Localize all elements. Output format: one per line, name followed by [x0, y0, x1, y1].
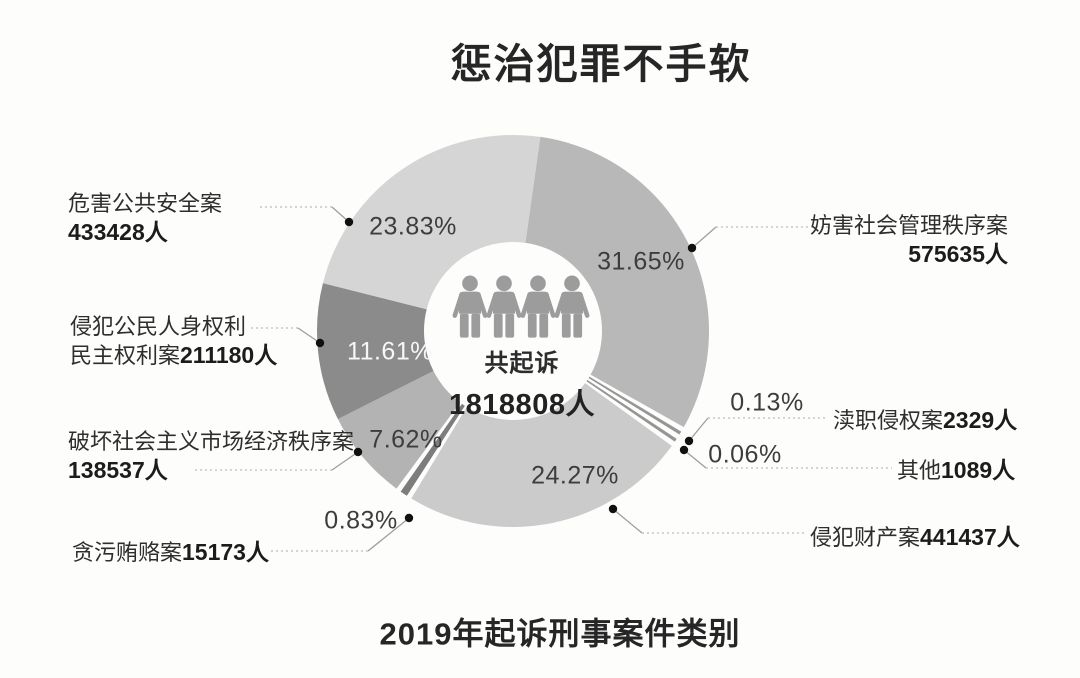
callout-value: 211180人 — [180, 342, 278, 368]
leader-line — [683, 449, 707, 469]
donut-slice-6 — [411, 383, 672, 527]
page-title: 惩治犯罪不手软 — [450, 41, 752, 87]
callout-value: 575635人 — [908, 241, 1008, 267]
callout-name: 侵犯财产案 — [810, 525, 921, 550]
donut-slice-0 — [525, 136, 709, 428]
callout-name: 危害公共安全案 — [68, 191, 223, 216]
leader-dot — [679, 445, 689, 455]
center-total: 1818808人 — [449, 389, 595, 421]
callout-value: 15173人 — [182, 539, 269, 565]
callout-name: 渎职侵权案 — [833, 408, 944, 433]
donut-slice-2 — [588, 376, 682, 435]
person-icon — [520, 275, 556, 338]
callout-name-line2: 民主权利案 — [70, 343, 181, 368]
leader-dot — [315, 338, 325, 348]
person-icon — [554, 275, 590, 338]
callout-value: 433428人 — [68, 219, 168, 245]
callout-property: 侵犯财产案441437人 — [810, 523, 1020, 552]
callout-name: 贪污贿赂案 — [72, 540, 183, 565]
leader-line — [331, 451, 359, 471]
callout-public-safety: 危害公共安全案 433428人 — [68, 190, 222, 247]
pct-label-property: 24.27% — [531, 461, 619, 490]
leader-dot — [344, 217, 354, 227]
callout-name: 妨害社会管理秩序案 — [809, 213, 1008, 238]
callout-name: 破坏社会主义市场经济秩序案 — [68, 429, 355, 454]
pct-label-dereliction: 0.13% — [730, 388, 804, 417]
pct-label-other: 0.06% — [708, 440, 782, 469]
center-caption: 共起诉 — [484, 350, 560, 377]
leader-line — [688, 417, 709, 442]
leader-line — [612, 508, 643, 534]
pct-label-social-order: 31.65% — [597, 247, 685, 276]
callout-name: 侵犯公民人身权利 — [70, 314, 247, 339]
pct-label-market-order: 7.62% — [369, 425, 443, 454]
donut-slice-4 — [586, 379, 677, 442]
donut-slice-11 — [317, 283, 434, 420]
callout-value: 1089人 — [941, 457, 1016, 483]
leader-dot — [404, 513, 414, 523]
donut-slice-10 — [337, 371, 461, 489]
callout-civil-rights: 侵犯公民人身权利 民主权利案211180人 — [70, 313, 277, 370]
donut-slice-8 — [400, 403, 465, 496]
pct-label-corruption: 0.83% — [324, 506, 398, 535]
pct-label-public-safety: 23.83% — [369, 212, 457, 241]
callout-value: 2329人 — [943, 407, 1018, 433]
person-icon — [486, 275, 522, 338]
callout-dereliction: 渎职侵权案2329人 — [833, 406, 1017, 435]
callout-value: 441437人 — [920, 524, 1020, 550]
callout-corruption: 贪污贿赂案15173人 — [72, 538, 269, 567]
leader-dot — [687, 243, 697, 253]
callout-other: 其他1089人 — [897, 456, 1015, 485]
leader-line — [297, 327, 321, 344]
callout-value: 138537人 — [68, 457, 168, 483]
leader-dot — [684, 436, 694, 446]
pct-label-civil-rights: 11.61% — [347, 337, 433, 366]
person-icon — [452, 275, 488, 338]
chart-caption: 2019年起诉刑事案件类别 — [379, 616, 741, 652]
leader-dot — [353, 447, 363, 457]
leader-line — [691, 226, 717, 249]
callout-name: 其他 — [897, 458, 942, 483]
donut-center: 共起诉 1818808人 — [449, 343, 595, 423]
callout-market-order: 破坏社会主义市场经济秩序案 138537人 — [68, 428, 354, 485]
leader-line — [367, 517, 410, 552]
leader-dot — [608, 504, 618, 514]
callout-social-order: 妨害社会管理秩序案 575635人 — [810, 212, 1008, 269]
donut-slice-12 — [322, 134, 541, 310]
